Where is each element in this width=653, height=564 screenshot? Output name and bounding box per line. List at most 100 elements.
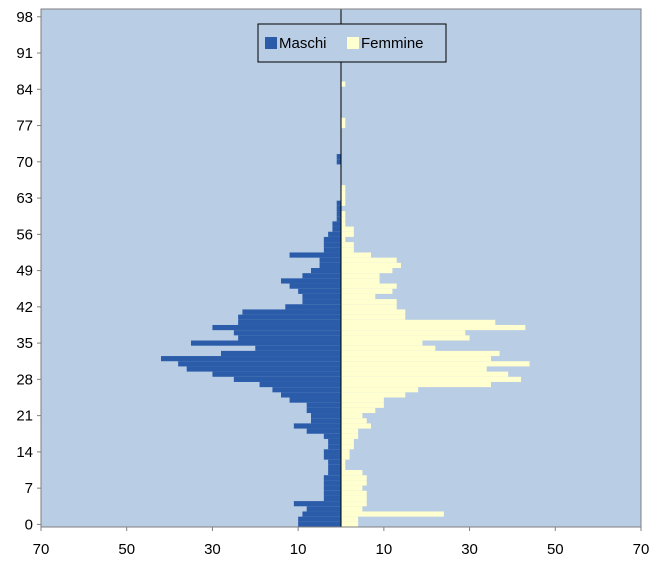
bar-femmine-age-6 [341, 490, 367, 496]
bar-maschi-age-1 [298, 516, 341, 522]
bar-femmine-age-14 [341, 449, 350, 455]
bar-femmine-age-58 [341, 221, 346, 227]
y-tick-label: 42 [16, 299, 33, 316]
plot-frame [40, 8, 642, 528]
bar-femmine-age-21 [341, 413, 363, 419]
bar-maschi-age-10 [328, 470, 341, 476]
bar-maschi-age-9 [323, 475, 341, 481]
bar-maschi-age-59 [336, 216, 341, 222]
legend-swatch-femmine [347, 37, 359, 49]
bar-femmine-age-55 [341, 236, 346, 243]
bar-maschi-age-3 [306, 506, 341, 512]
x-tick-label: 10 [376, 541, 393, 558]
legend-label-maschi: Maschi [279, 35, 327, 52]
bar-maschi-age-40 [238, 314, 341, 320]
bar-maschi-age-60 [336, 211, 341, 217]
bar-femmine-age-4 [341, 501, 367, 507]
bar-femmine-age-41 [341, 309, 406, 315]
bar-maschi-age-2 [302, 511, 341, 517]
bar-femmine-age-65 [341, 185, 346, 191]
y-tick-label: 70 [16, 154, 33, 171]
x-tick-label: 50 [547, 541, 564, 558]
bar-femmine-age-26 [341, 387, 419, 393]
legend-swatch-maschi [265, 37, 277, 49]
bar-maschi-age-16 [328, 438, 341, 445]
bar-maschi-age-33 [221, 350, 341, 357]
bar-maschi-age-18 [306, 428, 341, 434]
bar-maschi-age-19 [293, 423, 341, 429]
bar-femmine-age-0 [341, 521, 359, 527]
x-tick-label: 50 [118, 541, 135, 558]
bar-femmine-age-25 [341, 392, 406, 398]
bar-maschi-age-7 [323, 485, 341, 491]
bar-maschi-age-49 [311, 268, 341, 274]
bar-femmine-age-77 [341, 122, 346, 129]
bar-femmine-age-17 [341, 433, 359, 439]
bar-maschi-age-35 [191, 340, 341, 346]
bar-maschi-age-58 [332, 221, 341, 227]
x-axis: 70 50 30 10 10 30 50 70 [33, 527, 649, 558]
bar-maschi-age-23 [306, 402, 341, 408]
bar-femmine-age-7 [341, 485, 363, 491]
bar-femmine-age-34 [341, 345, 436, 351]
bar-maschi-age-51 [319, 257, 341, 263]
bar-maschi-age-29 [212, 371, 341, 377]
bar-femmine-age-39 [341, 319, 496, 325]
bar-maschi-age-15 [328, 444, 341, 450]
bar-maschi-age-38 [212, 324, 341, 331]
bar-femmine-age-33 [341, 350, 500, 357]
bar-maschi-age-22 [306, 407, 341, 414]
bar-maschi-age-20 [311, 418, 341, 424]
bar-maschi-age-27 [259, 381, 341, 388]
bar-femmine-age-31 [341, 361, 530, 367]
bar-femmine-age-59 [341, 216, 346, 222]
bar-maschi-age-71 [336, 154, 341, 160]
bar-femmine-age-19 [341, 423, 371, 429]
bar-maschi-age-52 [289, 252, 341, 258]
bar-femmine-age-44 [341, 293, 376, 300]
y-axis: 0 7 14 21 28 35 42 49 56 63 70 77 84 91 98 [16, 9, 41, 533]
bar-maschi-age-31 [178, 361, 341, 367]
bar-femmine-age-24 [341, 397, 384, 403]
bar-femmine-age-63 [341, 195, 346, 201]
bar-maschi-age-47 [281, 278, 341, 284]
bar-femmine-age-2 [341, 511, 444, 517]
bar-femmine-age-54 [341, 242, 354, 248]
bar-maschi-age-41 [242, 309, 341, 315]
bar-maschi-age-13 [323, 454, 341, 460]
bar-maschi-age-54 [323, 242, 341, 248]
bar-femmine-age-43 [341, 299, 397, 305]
x-tick-label: 30 [461, 541, 478, 558]
bar-maschi-age-34 [255, 345, 341, 351]
bar-maschi-age-37 [233, 330, 341, 336]
bar-maschi-age-36 [238, 335, 341, 341]
bar-maschi-age-26 [272, 387, 341, 393]
bar-maschi-age-50 [319, 262, 341, 268]
bar-femmine-age-53 [341, 247, 354, 253]
bar-maschi-age-42 [285, 304, 341, 310]
bar-femmine-age-62 [341, 200, 346, 206]
bar-maschi-age-61 [336, 205, 341, 212]
bar-femmine-age-37 [341, 330, 466, 336]
bar-maschi-age-46 [289, 283, 341, 289]
bar-maschi-age-53 [323, 247, 341, 253]
bar-femmine-age-47 [341, 278, 380, 284]
bar-femmine-age-32 [341, 356, 491, 362]
bar-maschi-age-56 [328, 231, 341, 237]
y-tick-label: 98 [16, 9, 33, 26]
y-tick-label: 7 [25, 480, 33, 497]
bar-maschi-age-55 [323, 236, 341, 243]
bar-maschi-age-21 [311, 413, 341, 419]
y-tick-label: 49 [16, 263, 33, 280]
bar-femmine-age-49 [341, 268, 393, 274]
bar-femmine-age-23 [341, 402, 384, 408]
bar-femmine-age-1 [341, 516, 359, 522]
bar-maschi-age-8 [323, 480, 341, 486]
bar-femmine-age-30 [341, 366, 487, 372]
bar-maschi-age-14 [323, 449, 341, 455]
bar-maschi-age-28 [233, 376, 341, 382]
y-tick-label: 35 [16, 335, 33, 352]
bar-femmine-age-52 [341, 252, 371, 258]
bar-femmine-age-27 [341, 381, 491, 388]
series-femmine-bars [341, 81, 530, 527]
